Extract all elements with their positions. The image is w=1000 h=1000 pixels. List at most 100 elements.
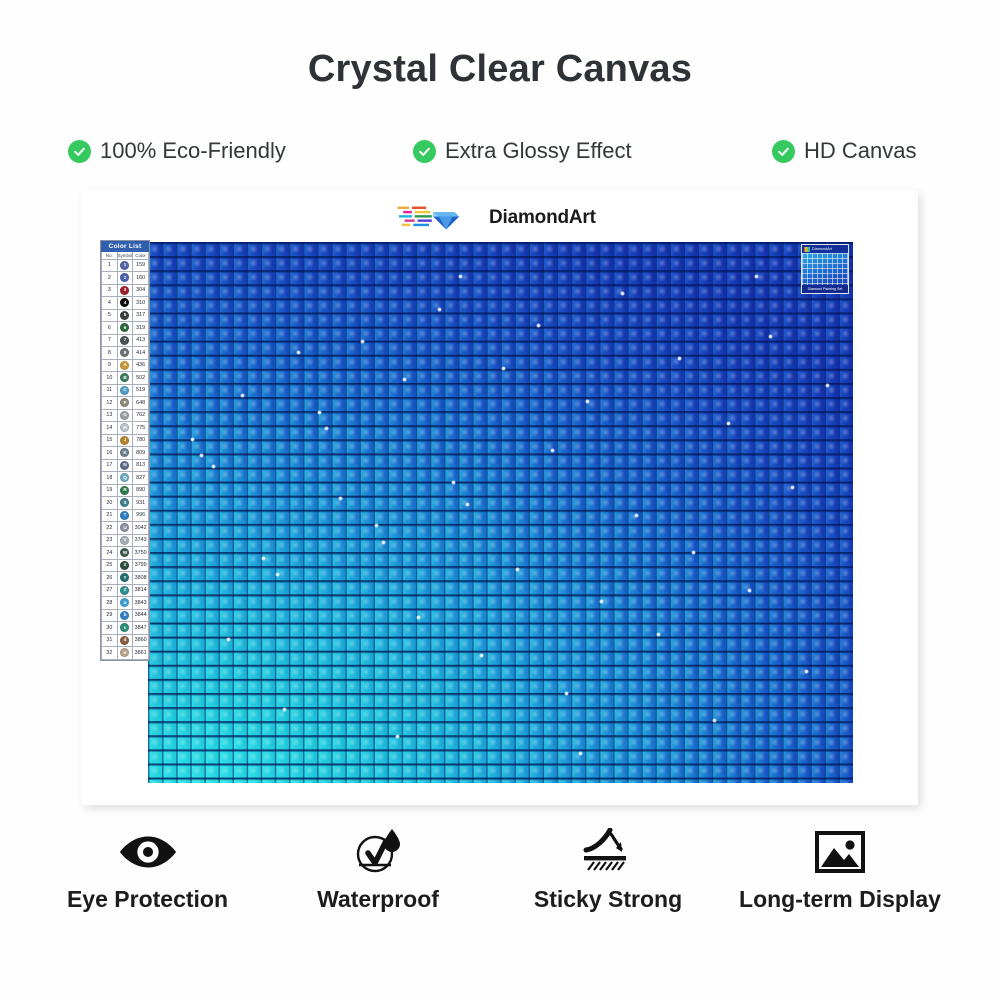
feature-item-glossy-effect: Extra Glossy Effect [413, 138, 632, 164]
color-row-no: 20 [101, 496, 118, 510]
symbol-badge: N [120, 460, 130, 470]
symbol-badge: Y [120, 573, 130, 583]
symbol-badge: A [120, 360, 130, 370]
color-list-row: 9 A 436 [101, 358, 149, 373]
color-row-symbol: U [116, 521, 134, 535]
symbol-badge: U [120, 523, 130, 533]
color-row-code: 3808 [132, 571, 149, 585]
color-row-symbol: A [116, 358, 134, 373]
color-list-row: 5 5 317 [101, 308, 149, 323]
bottom-feature-waterproof: Waterproof [283, 826, 473, 913]
color-row-symbol: F [116, 396, 134, 410]
symbol-badge: B [120, 373, 130, 383]
color-row-code: 3847 [132, 621, 149, 635]
thumbnail-grid [802, 253, 848, 285]
color-row-symbol: T [116, 508, 134, 523]
symbol-badge: T [120, 510, 130, 520]
color-row-symbol: 7 [116, 333, 134, 348]
color-row-no: 1 [101, 258, 118, 273]
diamond-logo-icon [397, 206, 459, 230]
color-row-symbol: C [116, 383, 134, 398]
bottom-feature-sticky-strong: Sticky Strong [508, 826, 708, 913]
color-list-row: 15 J 780 [101, 433, 149, 448]
color-row-code: 780 [132, 433, 149, 448]
symbol-badge: R [120, 485, 130, 495]
color-row-code: 762 [132, 408, 149, 423]
feature-item-eco-friendly: 100% Eco-Friendly [68, 138, 286, 164]
color-list-row: 20 S 931 [101, 496, 149, 510]
feature-label: HD Canvas [804, 138, 917, 163]
color-row-no: 22 [101, 521, 118, 535]
color-row-no: 21 [101, 508, 118, 523]
color-row-code: 519 [132, 383, 149, 398]
symbol-badge: 2 [120, 273, 130, 283]
check-circle-icon [68, 139, 91, 163]
color-list-title: Color List [101, 240, 149, 253]
color-list-row: 7 7 413 [101, 333, 149, 348]
color-row-no: 11 [101, 383, 118, 398]
color-row-symbol: c [116, 621, 134, 635]
color-list-row: 21 T 996 [101, 508, 149, 523]
color-row-symbol: N [116, 458, 134, 473]
color-row-code: 414 [132, 346, 149, 360]
feature-label: Extra Glossy Effect [445, 138, 632, 163]
color-row-code: 809 [132, 446, 149, 460]
color-row-no: 4 [101, 296, 118, 310]
color-row-no: 29 [101, 608, 118, 623]
page-title: Crystal Clear Canvas [307, 48, 693, 90]
color-list-row: 6 6 319 [101, 321, 149, 335]
column-header-symbol: Symbol [116, 251, 134, 260]
color-row-no: 3 [101, 283, 118, 298]
feature-check-row: 100% Eco-Friendly Extra Glossy Effect HD… [0, 131, 1000, 171]
symbol-badge: Q [120, 473, 130, 483]
color-row-code: 931 [132, 496, 149, 510]
color-list-row: 11 C 519 [101, 383, 149, 398]
bottom-feature-label: Waterproof [317, 886, 439, 912]
color-row-code: 413 [132, 333, 149, 348]
color-row-symbol: W [116, 546, 134, 560]
color-list-table: Color List No. Symbol Color 1 1 159 2 2 160 3 3… [100, 240, 150, 661]
color-row-code: 310 [132, 296, 149, 310]
color-row-no: 12 [101, 396, 118, 410]
color-list-row: 27 Z 3814 [101, 583, 149, 598]
symbol-badge: a [120, 598, 130, 608]
color-row-code: 775 [132, 421, 149, 435]
symbol-badge: G [120, 410, 130, 420]
color-row-symbol: G [116, 408, 134, 423]
color-row-no: 13 [101, 408, 118, 423]
color-list-row: 23 V 3743 [101, 533, 149, 548]
color-row-symbol: 8 [116, 346, 134, 360]
symbol-badge: C [120, 385, 130, 395]
color-row-symbol: K [116, 446, 134, 460]
artwork-thumbnail-badge: DiamondArt Diamond Painting Set [801, 244, 849, 294]
color-list-row: 3 3 304 [101, 283, 149, 298]
check-circle-icon [772, 139, 795, 163]
color-row-no: 6 [101, 321, 118, 335]
color-row-code: 3750 [132, 546, 149, 560]
color-row-symbol: e [116, 646, 134, 660]
canvas-sparkles [148, 242, 853, 783]
symbol-badge: K [120, 448, 130, 458]
color-row-code: 813 [132, 458, 149, 473]
symbol-badge: W [120, 548, 130, 558]
color-row-no: 28 [101, 596, 118, 610]
color-list-row: 26 Y 3808 [101, 571, 149, 585]
color-row-code: 890 [132, 483, 149, 498]
color-row-no: 2 [101, 271, 118, 285]
color-list-header-row: No. Symbol Color [101, 251, 149, 260]
color-row-no: 30 [101, 621, 118, 635]
symbol-badge: X [120, 560, 130, 570]
symbol-badge: S [120, 498, 130, 508]
color-row-symbol: a [116, 596, 134, 610]
color-list-row: 14 H 775 [101, 421, 149, 435]
color-row-no: 8 [101, 346, 118, 360]
color-row-code: 304 [132, 283, 149, 298]
bottom-feature-long-term-display: Long-term Display [715, 826, 965, 913]
color-list-row: 24 W 3750 [101, 546, 149, 560]
color-row-no: 32 [101, 646, 118, 660]
color-list-row: 8 8 414 [101, 346, 149, 360]
bottom-feature-label: Eye Protection [66, 886, 229, 912]
color-list-row: 28 a 3843 [101, 596, 149, 610]
color-list-row: 13 G 762 [101, 408, 149, 423]
color-row-no: 24 [101, 546, 118, 560]
